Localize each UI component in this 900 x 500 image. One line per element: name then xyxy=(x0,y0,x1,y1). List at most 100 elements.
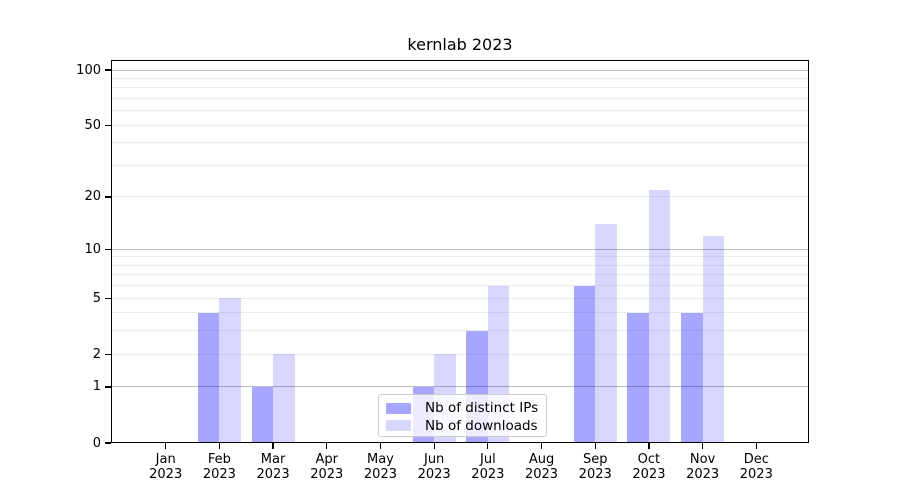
x-tick-mark-apr xyxy=(326,443,328,449)
y-tick-label-0: 0 xyxy=(92,435,101,451)
x-tick-mark-mar xyxy=(272,443,274,449)
x-tick-label-jun: Jun 2023 xyxy=(394,452,474,482)
x-tick-year: 2023 xyxy=(256,467,290,482)
y-tick-label-1: 1 xyxy=(92,379,101,395)
minor-gridline xyxy=(112,353,808,355)
x-tick-month: Nov xyxy=(689,452,716,467)
legend-label-distinct-ips: Nb of distinct IPs xyxy=(425,400,539,416)
x-tick-month: Mar xyxy=(260,452,286,467)
minor-gridline xyxy=(112,110,808,112)
bar-ips-mar xyxy=(251,386,274,443)
legend-item-downloads: Nb of downloads xyxy=(386,418,538,434)
x-tick-mark-may xyxy=(379,443,382,449)
x-tick-label-sep: Sep 2023 xyxy=(555,452,635,482)
x-tick-month: Jul xyxy=(480,452,496,467)
x-tick-mark-oct xyxy=(648,443,650,449)
x-tick-label-jul: Jul 2023 xyxy=(448,452,528,482)
minor-gridline xyxy=(112,264,808,266)
x-tick-year: 2023 xyxy=(471,467,505,482)
x-tick-year: 2023 xyxy=(310,467,344,482)
x-tick-year: 2023 xyxy=(202,467,236,482)
minor-gridline xyxy=(112,87,808,89)
bar-ips-feb xyxy=(197,312,220,443)
x-tick-month: Feb xyxy=(207,452,231,467)
bar-downloads-oct xyxy=(648,189,671,443)
x-tick-label-aug: Aug 2023 xyxy=(502,452,582,482)
x-tick-mark-dec xyxy=(755,443,757,449)
x-tick-mark-jan xyxy=(165,443,167,449)
y-tick-label-5: 5 xyxy=(92,290,101,306)
x-tick-mark-nov xyxy=(701,443,704,449)
x-tick-mark-jun xyxy=(433,443,435,449)
y-tick-mark-50 xyxy=(105,124,111,126)
chart-title: kernlab 2023 xyxy=(407,35,513,54)
minor-gridline xyxy=(112,330,808,332)
x-tick-month: Jan xyxy=(155,452,176,467)
bar-downloads-sep xyxy=(595,224,617,443)
x-tick-month: Sep xyxy=(582,452,608,467)
y-tick-label-50: 50 xyxy=(84,117,101,133)
x-tick-year: 2023 xyxy=(149,467,183,482)
x-tick-label-mar: Mar 2023 xyxy=(233,452,313,482)
bar-ips-nov xyxy=(681,312,703,443)
major-gridline xyxy=(112,386,808,388)
minor-gridline xyxy=(112,256,808,258)
bar-ips-sep xyxy=(573,285,596,443)
legend: Nb of distinct IPs Nb of downloads xyxy=(378,394,547,437)
y-tick-mark-1 xyxy=(105,386,111,388)
x-tick-month: Aug xyxy=(528,452,555,467)
minor-gridline xyxy=(112,196,808,198)
x-tick-year: 2023 xyxy=(739,467,773,482)
minor-gridline xyxy=(112,312,808,314)
x-tick-year: 2023 xyxy=(363,467,397,482)
y-tick-mark-5 xyxy=(105,297,111,299)
y-tick-mark-2 xyxy=(105,353,111,355)
y-tick-label-20: 20 xyxy=(84,189,101,205)
x-tick-year: 2023 xyxy=(578,467,612,482)
x-tick-label-nov: Nov 2023 xyxy=(663,452,743,482)
y-tick-mark-20 xyxy=(105,196,111,198)
legend-swatch-downloads xyxy=(386,420,411,431)
major-gridline xyxy=(112,69,808,71)
minor-gridline xyxy=(112,142,808,144)
legend-label-downloads: Nb of downloads xyxy=(425,417,538,434)
x-tick-mark-feb xyxy=(218,443,221,449)
major-gridline xyxy=(112,248,808,250)
bar-downloads-feb xyxy=(219,298,241,443)
bar-downloads-nov xyxy=(702,235,725,443)
x-tick-mark-aug xyxy=(540,443,543,449)
x-tick-month: Oct xyxy=(637,452,661,467)
minor-gridline xyxy=(112,97,808,99)
x-tick-year: 2023 xyxy=(686,467,720,482)
legend-item-distinct-ips: Nb of distinct IPs xyxy=(386,400,538,416)
x-tick-year: 2023 xyxy=(524,467,559,482)
minor-gridline xyxy=(112,124,808,126)
y-tick-mark-100 xyxy=(105,69,111,71)
legend-swatch-distinct-ips xyxy=(386,402,411,414)
y-tick-mark-0 xyxy=(105,442,111,444)
y-tick-mark-10 xyxy=(105,248,111,250)
x-tick-month: Jun xyxy=(423,452,445,467)
bar-ips-oct xyxy=(627,312,649,443)
x-tick-mark-sep xyxy=(594,443,596,449)
x-tick-label-jan: Jan 2023 xyxy=(126,452,206,482)
bar-downloads-mar xyxy=(273,354,295,443)
y-tick-label-100: 100 xyxy=(76,62,101,78)
minor-gridline xyxy=(112,164,808,166)
minor-gridline xyxy=(112,77,808,79)
x-tick-label-feb: Feb 2023 xyxy=(179,452,259,482)
y-tick-label-2: 2 xyxy=(92,346,101,362)
minor-gridline xyxy=(112,274,808,276)
minor-gridline xyxy=(112,285,808,287)
x-tick-year: 2023 xyxy=(417,467,451,482)
x-tick-label-apr: Apr 2023 xyxy=(287,452,367,482)
x-tick-label-oct: Oct 2023 xyxy=(609,452,689,482)
x-tick-month: Apr xyxy=(315,452,339,467)
x-tick-year: 2023 xyxy=(632,467,666,482)
x-tick-mark-jul xyxy=(487,443,489,449)
y-tick-label-10: 10 xyxy=(84,241,101,257)
x-tick-month: Dec xyxy=(743,452,769,467)
minor-gridline xyxy=(112,297,808,299)
x-tick-month: May xyxy=(367,452,394,467)
